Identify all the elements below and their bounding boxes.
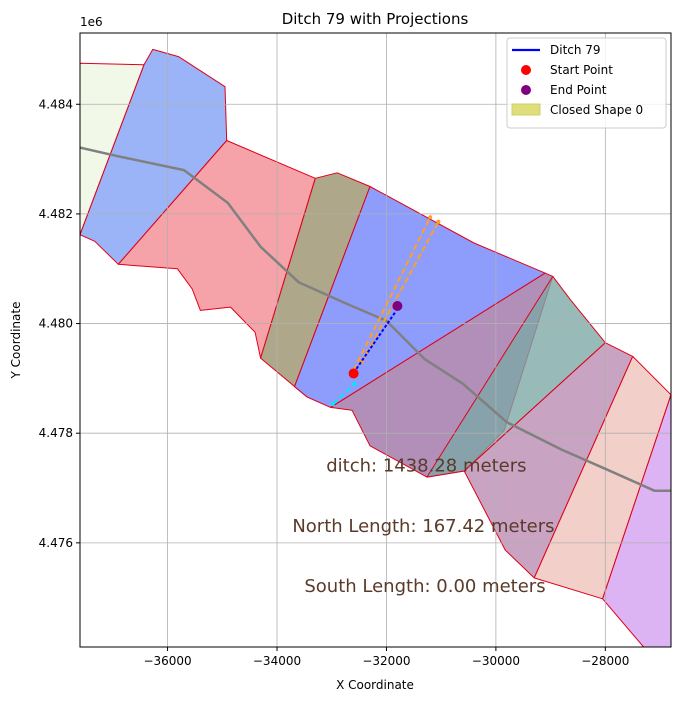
y-tick-label-1: 4.478 bbox=[39, 426, 73, 440]
y-tick-label-4: 4.484 bbox=[39, 97, 73, 111]
y-offset-label: 1e6 bbox=[80, 15, 103, 29]
zone-polygon-7 bbox=[463, 342, 634, 579]
start-point-marker bbox=[348, 368, 359, 379]
y-tick-label-3: 4.482 bbox=[39, 207, 73, 221]
projection-end-1-1 bbox=[436, 219, 441, 224]
legend-label-1: Start Point bbox=[550, 63, 613, 77]
zone-polygon-9 bbox=[602, 394, 671, 647]
projection-line-2 bbox=[332, 383, 356, 405]
ditch-line bbox=[352, 310, 397, 374]
x-tick-label-1: −34000 bbox=[253, 654, 301, 668]
legend-frame bbox=[506, 37, 667, 129]
x-tick-label-4: −28000 bbox=[581, 654, 629, 668]
projection-line-0 bbox=[352, 216, 432, 371]
legend-swatch-2 bbox=[521, 85, 531, 95]
end-point-marker bbox=[392, 301, 403, 312]
annotation-1: North Length: 167.42 meters bbox=[292, 516, 554, 537]
x-tick-label-2: −32000 bbox=[362, 654, 410, 668]
annotation-0: ditch: 1438.28 meters bbox=[326, 456, 526, 477]
projection-end-2-0 bbox=[330, 402, 335, 407]
x-tick-label-3: −30000 bbox=[472, 654, 520, 668]
legend-label-0: Ditch 79 bbox=[550, 43, 601, 57]
y-axis-label: Y Coordinate bbox=[9, 302, 23, 380]
legend: Ditch 79 Start Point End Point Closed Shape… bbox=[506, 37, 667, 129]
x-axis-label: X Coordinate bbox=[336, 678, 414, 692]
river-centerline bbox=[80, 146, 671, 493]
legend-swatch-1 bbox=[521, 65, 531, 75]
projection-end-2-1 bbox=[352, 381, 357, 386]
legend-swatch-3 bbox=[511, 103, 541, 116]
x-tick-label-0: −36000 bbox=[143, 654, 191, 668]
legend-label-3: Closed Shape 0 bbox=[550, 103, 643, 117]
y-tick-label-0: 4.476 bbox=[39, 536, 73, 550]
legend-label-2: End Point bbox=[550, 83, 607, 97]
chart-title: Ditch 79 with Projections bbox=[282, 10, 469, 28]
zone-polygon-2 bbox=[117, 140, 316, 359]
projection-end-0-1 bbox=[428, 215, 433, 220]
plot-frame bbox=[79, 32, 672, 648]
y-tick-label-2: 4.480 bbox=[39, 317, 73, 331]
annotation-2: South Length: 0.00 meters bbox=[304, 576, 545, 597]
